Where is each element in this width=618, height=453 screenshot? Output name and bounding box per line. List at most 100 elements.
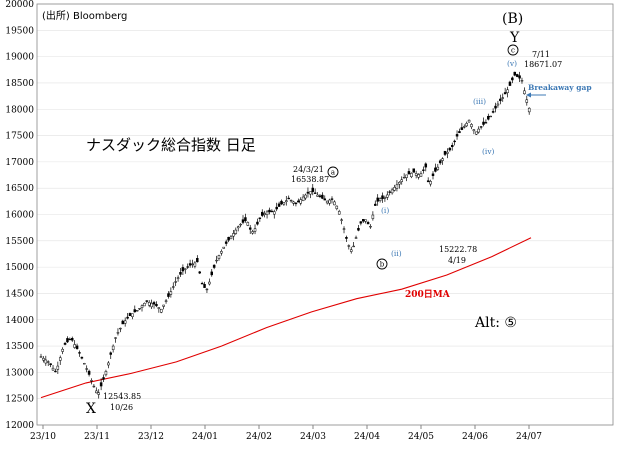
candle-body [398, 182, 401, 185]
candle-body [121, 320, 125, 325]
candle-body [410, 172, 413, 178]
candle-body [78, 352, 81, 354]
candle-body [263, 213, 266, 215]
candle-body [162, 304, 165, 307]
wave-a-circle [327, 166, 339, 178]
y-tick-label: 14000 [5, 316, 34, 326]
candle-body [292, 201, 295, 204]
candle-body [405, 174, 408, 178]
candle-body [217, 255, 221, 259]
candle-body [44, 359, 48, 364]
candle-body [234, 229, 238, 234]
candle-body [198, 271, 201, 274]
candle-body [246, 222, 250, 226]
candle-body [179, 272, 182, 275]
candle-body [369, 226, 372, 228]
candle-body [99, 382, 103, 387]
candle-body [126, 316, 129, 319]
candle-body [431, 173, 435, 176]
wave-b-label: b [380, 261, 385, 269]
y-tick-label: 15500 [5, 237, 34, 247]
candle-body [407, 171, 411, 175]
candle-body [133, 309, 137, 313]
candle-body [140, 305, 144, 308]
candle-body [364, 219, 367, 222]
wave-x-label: X [86, 401, 96, 417]
x-tick-label: 24/03 [300, 432, 326, 442]
candle-body [85, 368, 88, 370]
candle-body [167, 293, 170, 297]
sub-wave-ii-label: (ii) [391, 249, 402, 258]
sub-wave-iii-label: (iii) [473, 97, 486, 106]
sub-wave-iv-label: (iv) [482, 147, 495, 156]
candle-body [337, 211, 341, 215]
candle-body [251, 231, 254, 234]
candle-body [97, 392, 100, 395]
candle-body [328, 199, 331, 204]
y-tick-label: 17500 [5, 132, 34, 142]
candle-body [482, 121, 485, 125]
candle-body [215, 259, 218, 262]
x-tick-label: 23/11 [84, 432, 110, 442]
candle-body [174, 281, 177, 283]
candle-body [222, 246, 226, 249]
candle-body [49, 363, 52, 366]
x-tick-label: 24/05 [408, 432, 434, 442]
candle-body [181, 267, 185, 272]
candle-body [241, 219, 245, 223]
candle-body [523, 90, 526, 95]
candle-body [186, 266, 189, 268]
y-tick-label: 16500 [5, 184, 34, 194]
candle-body [210, 271, 213, 276]
candle-body [357, 227, 360, 231]
candle-body [441, 158, 444, 161]
y-tick-label: 16000 [5, 211, 34, 221]
candle-body [104, 371, 108, 376]
candle-body [90, 380, 93, 382]
candle-body [388, 191, 391, 193]
candle-body [285, 200, 288, 202]
sub-wave-v-label: (v) [507, 59, 517, 68]
candle-body [123, 320, 127, 324]
candle-body [503, 92, 507, 95]
breakaway-arrowhead [526, 92, 531, 98]
candle-body [116, 332, 120, 334]
candle-body [426, 180, 430, 183]
x-tick-label: 24/02 [246, 432, 272, 442]
candle-body [150, 302, 153, 308]
candle-body [131, 313, 134, 317]
candle-body [342, 228, 346, 230]
candle-body [87, 370, 91, 375]
candle-body [318, 195, 322, 197]
candle-body [143, 302, 146, 307]
candle-body [465, 123, 468, 127]
candle-body [212, 264, 216, 268]
candle-body [227, 236, 230, 241]
candle-body [253, 228, 257, 232]
candle-body [102, 377, 105, 380]
candle-body [475, 131, 478, 135]
y-axis: 12000 12500 13000 13500 14000 14500 15000 15500… [5, 0, 34, 431]
candle-body [446, 151, 449, 154]
candle-body [107, 362, 110, 366]
a-date-annotation: 24/3/21 [293, 165, 324, 174]
y-tick-label: 15000 [5, 263, 34, 273]
candle-body [265, 211, 269, 215]
candle-body [220, 251, 223, 254]
candle-body [270, 210, 274, 213]
candle-body [463, 126, 466, 128]
candle-body [479, 126, 483, 128]
candle-body [92, 385, 96, 388]
candle-body [306, 191, 310, 194]
candle-body [417, 174, 420, 178]
wave-b-circle [376, 258, 388, 270]
candle-body [191, 263, 194, 266]
x-tick-label: 24/04 [354, 432, 380, 442]
candle-body [506, 89, 509, 94]
candle-body [95, 390, 98, 394]
y-tick-label: 18500 [5, 79, 34, 89]
candle-body [424, 163, 428, 168]
candle-body [453, 140, 456, 143]
candle-body [386, 194, 389, 198]
